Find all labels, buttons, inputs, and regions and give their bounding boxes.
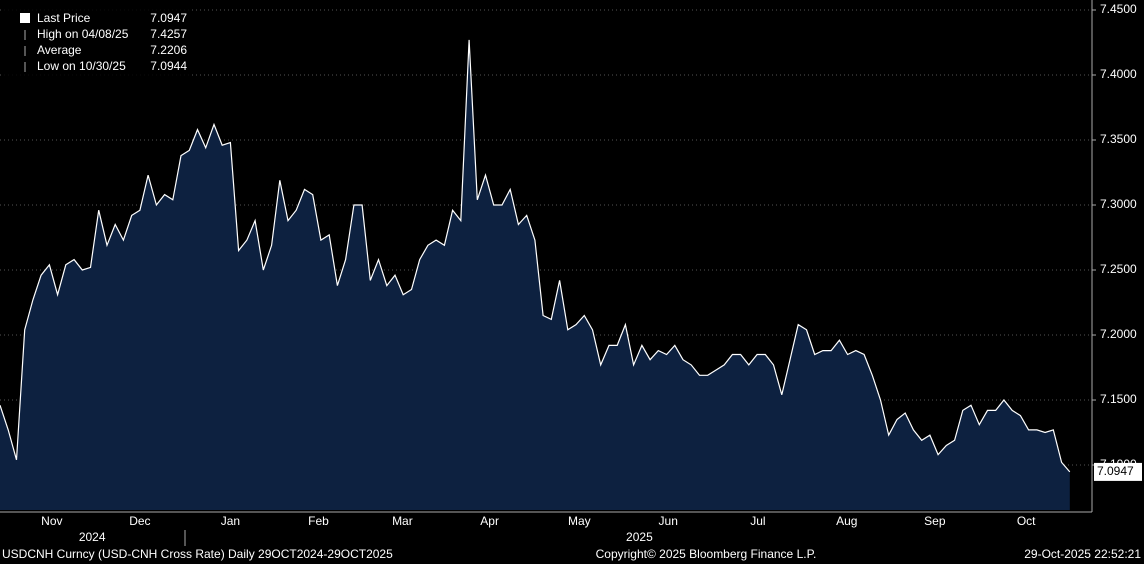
footer-right: 29-Oct-2025 22:52:21 [1024,547,1141,561]
legend-value: 7.0944 [150,59,187,73]
last-price-tag [1094,462,1142,481]
legend-label: High on 04/08/25 [37,27,129,41]
x-tick-label: Mar [392,514,413,528]
legend-label: Last Price [37,11,91,25]
y-tick-label: 7.3000 [1100,197,1137,211]
y-tick-label: 7.4000 [1100,67,1137,81]
y-tick-label: 7.1500 [1100,392,1137,406]
legend-box [4,8,192,76]
legend-value: 7.0947 [150,11,187,25]
y-tick-label: 7.2500 [1100,262,1137,276]
x-tick-label: Feb [308,514,329,528]
footer-center: Copyright© 2025 Bloomberg Finance L.P. [596,547,817,561]
x-tick-label: Jun [659,514,678,528]
legend-label: Average [37,43,82,57]
x-tick-label: Jul [750,514,765,528]
y-tick-label: 7.3500 [1100,132,1137,146]
line [0,39,1071,473]
x-tick-label: May [568,514,591,528]
x-tick-label: Dec [129,514,150,528]
legend: Last Price 7.0947 High on 04/08/25 7.4257… [4,8,192,76]
legend-label: Low on 10/30/25 [37,59,126,73]
plot [0,39,1071,511]
legend-value: 7.2206 [150,43,187,57]
legend-swatch [20,13,30,23]
footer-left: USDCNH Curncy (USD-CNH Cross Rate) Daily… [2,547,393,561]
x-tick-label: Apr [480,514,499,528]
x-tick-label: Oct [1017,514,1036,528]
year-label: 2025 [626,530,653,544]
x-tick-label: Jan [221,514,240,528]
x-tick-label: Aug [836,514,857,528]
last-price-label: 7.0947 [1097,464,1134,478]
year-label: 2024 [79,530,106,544]
legend-value: 7.4257 [150,27,187,41]
x-tick-label: Sep [924,514,946,528]
y-tick-label: 7.4500 [1100,2,1137,16]
x-tick-label: Nov [41,514,62,528]
area [0,39,1070,511]
y-tick-label: 7.2000 [1100,327,1137,341]
